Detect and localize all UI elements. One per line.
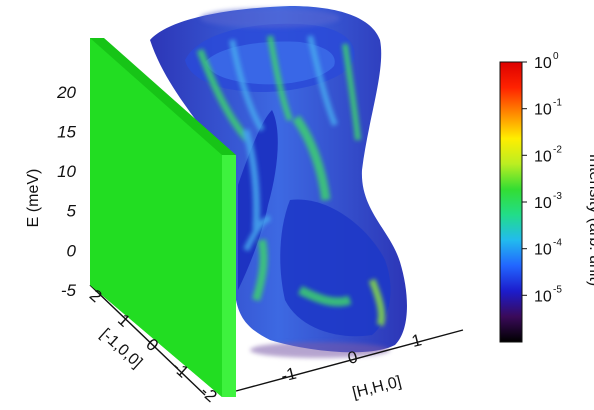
colorbar-tick: 10 0 [522, 51, 559, 72]
colorbar-tick-base: 10 [534, 55, 552, 72]
slice-plane-front [90, 38, 222, 397]
z-tick-label: 5 [67, 202, 77, 221]
x-axis-label: [H,H,0] [351, 373, 403, 402]
z-tick-label: 10 [57, 162, 76, 181]
z-axis: -5 0 5 10 15 20 E (meV) [25, 83, 77, 300]
volume-haze [200, 8, 390, 358]
bounding-box [89, 284, 464, 396]
z-tick-label: 15 [57, 122, 76, 141]
colorbar-tick: 10 -4 [522, 238, 562, 259]
colorbar-tick: 10 -3 [522, 191, 562, 212]
colorbar-tick: 10 -5 [522, 284, 562, 305]
slice-plane-edge [222, 155, 236, 397]
colorbar-tick-base: 10 [534, 195, 552, 212]
colorbar-tick-exponent: 0 [553, 51, 559, 62]
colorbar-tick-base: 10 [534, 288, 552, 305]
slice-plane [90, 38, 236, 397]
colorbar-gradient [499, 61, 523, 343]
x-tick-label: 0 [346, 347, 360, 368]
x-tick-label: -1 [279, 364, 298, 386]
volume-streaks [196, 35, 386, 327]
colorbar-tick-base: 10 [534, 102, 552, 119]
colorbar-tick-exponent: -5 [553, 284, 562, 295]
z-axis-label: E (meV) [25, 169, 42, 228]
volume-right-lobe [280, 199, 391, 337]
colorbar-tick-exponent: -4 [553, 238, 562, 249]
y-tick-label: 2 [86, 286, 106, 306]
y-axis-label: [-1,0,0] [97, 326, 145, 372]
colorbar-label: Intensity (arb. unit) [586, 154, 594, 287]
colorbar-tick-base: 10 [534, 242, 552, 259]
colorbar-tick-exponent: -3 [553, 191, 562, 202]
x-tick-label: 1 [410, 330, 424, 351]
colorbar-tick-exponent: -1 [553, 98, 562, 109]
y-tick-label: 1 [114, 310, 134, 330]
colorbar-tick-exponent: -2 [553, 144, 562, 155]
z-tick-label: -5 [61, 281, 77, 300]
colorbar-tick: 10 -2 [522, 144, 562, 165]
colorbar-tick-base: 10 [534, 148, 552, 165]
z-tick-label: 0 [67, 241, 77, 260]
intensity-volume [150, 6, 407, 358]
colorbar-tick: 10 -1 [522, 98, 562, 119]
z-tick-label: 20 [56, 83, 76, 102]
